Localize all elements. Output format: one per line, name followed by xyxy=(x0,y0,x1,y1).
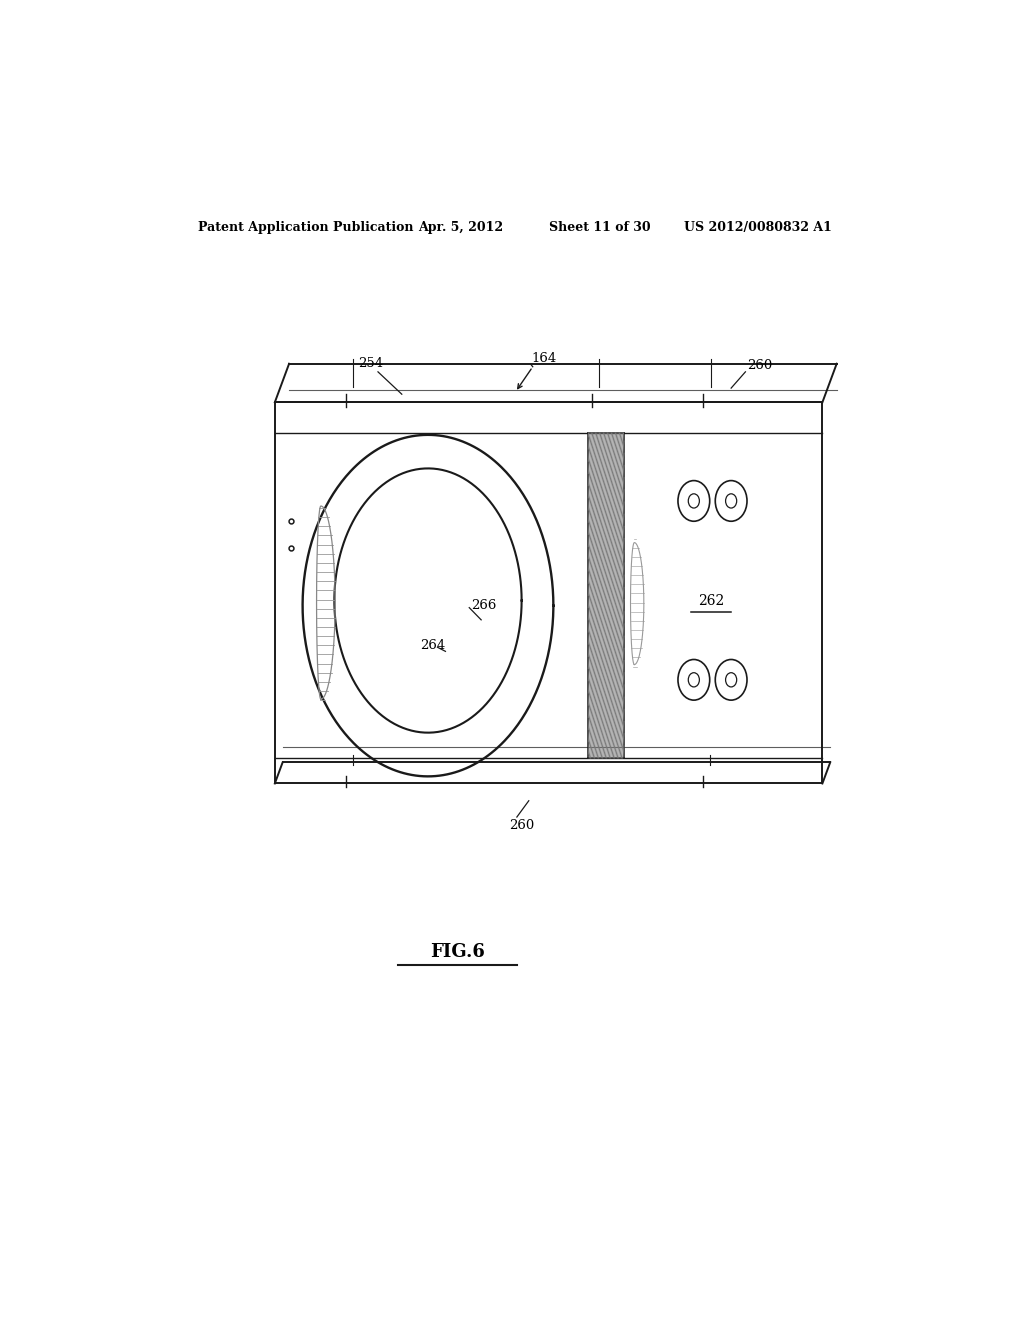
Text: Patent Application Publication: Patent Application Publication xyxy=(198,220,414,234)
Text: 260: 260 xyxy=(509,818,535,832)
Text: Sheet 11 of 30: Sheet 11 of 30 xyxy=(549,220,650,234)
Text: 260: 260 xyxy=(748,359,772,372)
Text: 164: 164 xyxy=(531,351,556,364)
Text: 264: 264 xyxy=(420,639,445,652)
Text: US 2012/0080832 A1: US 2012/0080832 A1 xyxy=(684,220,831,234)
Text: 266: 266 xyxy=(471,599,497,612)
Text: FIG.6: FIG.6 xyxy=(430,944,484,961)
Text: 254: 254 xyxy=(358,356,383,370)
Text: Apr. 5, 2012: Apr. 5, 2012 xyxy=(418,220,503,234)
Text: 262: 262 xyxy=(698,594,724,607)
